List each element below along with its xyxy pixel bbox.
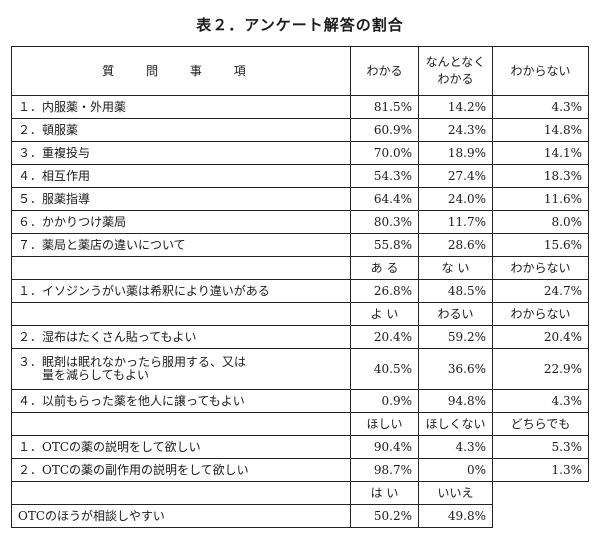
table-row: ３．重複投与 70.0% 18.9% 14.1%	[11, 141, 589, 165]
value-cell: 15.6%	[492, 233, 589, 257]
blank-cell	[11, 481, 351, 505]
value-cell: 22.9%	[492, 348, 589, 390]
value-cell: 8.0%	[492, 210, 589, 234]
subheader-cell: ほしくない	[418, 412, 493, 436]
question-cell: ３．眠剤は眠れなかったら服用する、又は 量を減らしてもよい	[11, 348, 351, 390]
blank-cell	[11, 412, 351, 436]
value-cell: 0.9%	[350, 389, 419, 413]
subheader-cell: よ い	[350, 302, 419, 326]
value-cell: 54.3%	[350, 164, 419, 188]
question-cell: ４．相互作用	[11, 164, 351, 188]
subheader-cell: わからない	[492, 302, 589, 326]
blank-cell	[11, 256, 351, 280]
table-row: １．イソジンうがい薬は希釈により違いがある 26.8% 48.5% 24.7%	[11, 279, 589, 303]
value-cell: 90.4%	[350, 435, 419, 459]
empty-cell	[493, 482, 589, 505]
question-cell: OTCのほうが相談しやすい	[11, 504, 351, 528]
value-cell: 94.8%	[418, 389, 493, 413]
question-cell: １．OTCの薬の説明をして欲しい	[11, 435, 351, 459]
subheader-cell: どちらでも	[492, 412, 589, 436]
header-col2: なんとなく わかる	[418, 46, 493, 96]
subheader-row: ほしい ほしくない どちらでも	[11, 412, 589, 436]
empty-cell	[493, 505, 589, 528]
table-row: ４．相互作用 54.3% 27.4% 18.3%	[11, 164, 589, 188]
survey-results-table: 質 問 事 項 わかる なんとなく わかる わからない １．内服薬・外用薬 81…	[11, 46, 589, 528]
table-row: ７．薬局と薬店の違いについて 55.8% 28.6% 15.6%	[11, 233, 589, 257]
value-cell: 18.9%	[418, 141, 493, 165]
value-cell: 14.8%	[492, 118, 589, 142]
question-cell: ７．薬局と薬店の違いについて	[11, 233, 351, 257]
value-cell: 14.2%	[418, 95, 493, 119]
question-line-2: 量を減らしてもよい	[42, 368, 150, 382]
value-cell: 24.0%	[418, 187, 493, 211]
value-cell: 18.3%	[492, 164, 589, 188]
value-cell: 80.3%	[350, 210, 419, 234]
blank-cell	[11, 302, 351, 326]
value-cell: 11.7%	[418, 210, 493, 234]
table-row: ２．OTCの薬の副作用の説明をして欲しい 98.7% 0% 1.3%	[11, 458, 589, 482]
question-cell: １．内服薬・外用薬	[11, 95, 351, 119]
table-row: ５．服薬指導 64.4% 24.0% 11.6%	[11, 187, 589, 211]
question-cell: ５．服薬指導	[11, 187, 351, 211]
table-title: 表２．アンケート解答の割合	[196, 16, 404, 34]
value-cell: 40.5%	[350, 348, 419, 390]
value-cell: 4.3%	[492, 389, 589, 413]
subheader-row: よ い わるい わからない	[11, 302, 589, 326]
subheader-cell: ほしい	[350, 412, 419, 436]
value-cell: 26.8%	[350, 279, 419, 303]
subheader-cell: あ る	[350, 256, 419, 280]
subheader-row: あ る な い わからない	[11, 256, 589, 280]
value-cell: 98.7%	[350, 458, 419, 482]
question-cell: ２．湿布はたくさん貼ってもよい	[11, 325, 351, 349]
question-cell: ３．重複投与	[11, 141, 351, 165]
value-cell: 24.3%	[418, 118, 493, 142]
subheader-row: は い いいえ	[11, 481, 589, 505]
subheader-cell: いいえ	[418, 481, 493, 505]
value-cell: 4.3%	[418, 435, 493, 459]
value-cell: 59.2%	[418, 325, 493, 349]
subheader-cell: な い	[418, 256, 493, 280]
subheader-cell: わからない	[492, 256, 589, 280]
value-cell: 60.9%	[350, 118, 419, 142]
header-col1: わかる	[350, 46, 419, 96]
value-cell: 0%	[418, 458, 493, 482]
value-cell: 14.1%	[492, 141, 589, 165]
table-row: ６．かかりつけ薬局 80.3% 11.7% 8.0%	[11, 210, 589, 234]
value-cell: 81.5%	[350, 95, 419, 119]
value-cell: 20.4%	[350, 325, 419, 349]
table-row: ２．頓服薬 60.9% 24.3% 14.8%	[11, 118, 589, 142]
value-cell: 36.6%	[418, 348, 493, 390]
value-cell: 20.4%	[492, 325, 589, 349]
question-line-1: ３．眠剤は眠れなかったら服用する、又は	[18, 355, 247, 369]
value-cell: 50.2%	[350, 504, 419, 528]
value-cell: 49.8%	[418, 504, 493, 528]
value-cell: 5.3%	[492, 435, 589, 459]
question-cell: ２．頓服薬	[11, 118, 351, 142]
question-cell: ６．かかりつけ薬局	[11, 210, 351, 234]
header-row: 質 問 事 項 わかる なんとなく わかる わからない	[11, 46, 589, 96]
subheader-cell: は い	[350, 481, 419, 505]
question-cell: １．イソジンうがい薬は希釈により違いがある	[11, 279, 351, 303]
question-cell: ２．OTCの薬の副作用の説明をして欲しい	[11, 458, 351, 482]
table-row: OTCのほうが相談しやすい 50.2% 49.8%	[11, 504, 589, 528]
value-cell: 28.6%	[418, 233, 493, 257]
value-cell: 27.4%	[418, 164, 493, 188]
table-row: １．内服薬・外用薬 81.5% 14.2% 4.3%	[11, 95, 589, 119]
subheader-cell: わるい	[418, 302, 493, 326]
table-row: ３．眠剤は眠れなかったら服用する、又は 量を減らしてもよい 40.5% 36.6…	[11, 348, 589, 390]
value-cell: 70.0%	[350, 141, 419, 165]
value-cell: 4.3%	[492, 95, 589, 119]
header-question: 質 問 事 項	[11, 46, 351, 96]
table-row: ４．以前もらった薬を他人に譲ってもよい 0.9% 94.8% 4.3%	[11, 389, 589, 413]
question-cell: ４．以前もらった薬を他人に譲ってもよい	[11, 389, 351, 413]
value-cell: 24.7%	[492, 279, 589, 303]
value-cell: 55.8%	[350, 233, 419, 257]
table-row: ２．湿布はたくさん貼ってもよい 20.4% 59.2% 20.4%	[11, 325, 589, 349]
value-cell: 48.5%	[418, 279, 493, 303]
value-cell: 11.6%	[492, 187, 589, 211]
header-col3: わからない	[492, 46, 589, 96]
value-cell: 1.3%	[492, 458, 589, 482]
value-cell: 64.4%	[350, 187, 419, 211]
table-row: １．OTCの薬の説明をして欲しい 90.4% 4.3% 5.3%	[11, 435, 589, 459]
